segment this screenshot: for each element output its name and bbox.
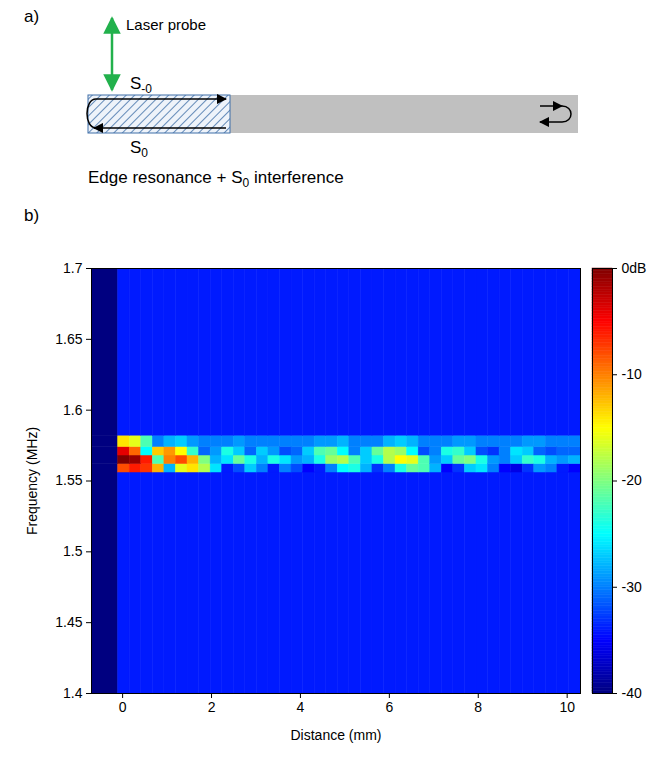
svg-text:1.45: 1.45 — [55, 614, 82, 630]
svg-text:Distance (mm): Distance (mm) — [290, 727, 381, 743]
svg-text:S0: S0 — [130, 138, 148, 160]
svg-text:1.65: 1.65 — [55, 331, 82, 347]
svg-text:1.55: 1.55 — [55, 472, 82, 488]
svg-text:6: 6 — [385, 699, 393, 715]
svg-text:1.7: 1.7 — [63, 260, 83, 276]
svg-text:Laser probe: Laser probe — [126, 16, 206, 33]
svg-text:2: 2 — [208, 699, 216, 715]
svg-text:1.4: 1.4 — [63, 685, 83, 701]
svg-text:0: 0 — [119, 699, 127, 715]
svg-text:-20: -20 — [622, 472, 642, 488]
svg-text:1.5: 1.5 — [63, 543, 83, 559]
html-text:b): b) — [24, 206, 40, 225]
svg-text:-30: -30 — [622, 579, 642, 595]
svg-text:1.6: 1.6 — [63, 402, 83, 418]
svg-text:10: 10 — [559, 699, 575, 715]
svg-text:-10: -10 — [622, 366, 642, 382]
svg-text:0dB: 0dB — [622, 260, 647, 276]
svg-text:a): a) — [24, 7, 39, 26]
svg-text:8: 8 — [474, 699, 482, 715]
svg-text:S-0: S-0 — [130, 74, 152, 96]
svg-text:4: 4 — [297, 699, 305, 715]
svg-text:Edge resonance + S0 interferen: Edge resonance + S0 interference — [88, 168, 344, 190]
svg-text:Frequency (MHz): Frequency (MHz) — [24, 427, 40, 535]
svg-text:-40: -40 — [622, 685, 642, 701]
